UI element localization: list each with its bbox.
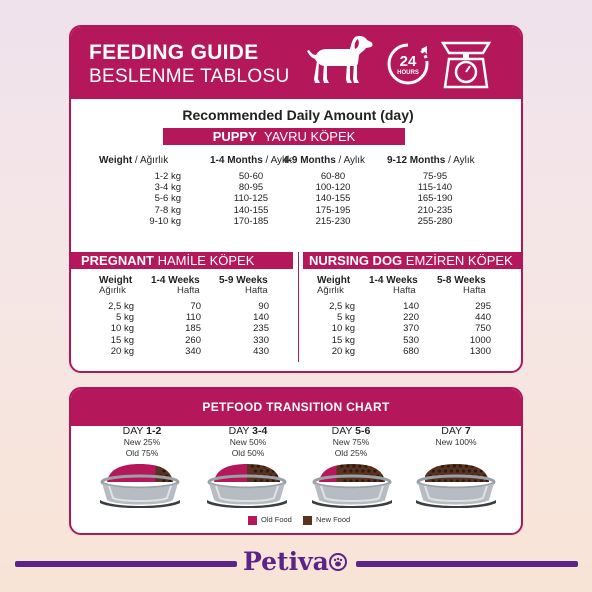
bowl-shine	[424, 485, 488, 502]
bowl-base	[416, 500, 496, 508]
legend-old-food: Old Food	[248, 515, 292, 525]
bowl-day-3-4	[207, 464, 287, 508]
old-food-portion	[319, 464, 337, 482]
puppy-col-4-9: 4-9 Months / Aylık	[283, 155, 366, 166]
feeding-guide-card: FEEDING GUIDE BESLENME TABLOSU 24 HOURS	[69, 25, 523, 373]
new-food-swatch	[303, 515, 312, 525]
day-1-2-old: Old 75%	[125, 447, 159, 458]
feeding-guide-header: FEEDING GUIDE BESLENME TABLOSU 24 HOURS	[71, 27, 521, 99]
dog-icon	[307, 36, 373, 83]
brand-line-left	[15, 561, 237, 567]
day-5-6: DAY 5-6 New 75% Old 25%	[306, 425, 396, 458]
bowl-day-7	[416, 464, 496, 508]
day-1-2-label: DAY 1-2	[122, 425, 162, 437]
legend-new-food: New Food	[303, 515, 350, 525]
puppy-title-bold: PUPPY	[212, 129, 257, 144]
transition-chart-card: PETFOOD TRANSITION CHART	[69, 387, 523, 535]
hours-number: 24	[400, 53, 417, 70]
brand-logo: Petiva	[243, 547, 347, 576]
bowl-shine	[215, 485, 279, 502]
transition-chart-title: PETFOOD TRANSITION CHART	[71, 389, 521, 426]
nursing-band: NURSING DOG EMZİREN KÖPEK	[303, 252, 521, 269]
puppy-1-4-values: 50-60 80-95 110-125 140-155 170-185	[233, 171, 269, 227]
bowl-base	[100, 500, 180, 508]
bowl-rim	[416, 474, 496, 490]
bowl-rim	[100, 474, 180, 490]
day-3-4-label: DAY 3-4	[228, 425, 268, 437]
bowl-day-5-6	[312, 464, 392, 508]
pregnant-col-1-4: 1-4 Weeks	[151, 275, 200, 286]
nursing-col-weight-sub: Ağırlık	[317, 285, 344, 296]
scale-icon	[440, 41, 492, 89]
section-divider	[298, 252, 299, 362]
puppy-band: PUPPY YAVRU KÖPEK	[163, 128, 405, 145]
old-food-swatch	[248, 515, 257, 525]
pregnant-1-4-values: 70 110 185 260 340	[185, 301, 201, 357]
day-5-6-new: New 75%	[332, 437, 370, 447]
hours-label: HOURS	[397, 70, 419, 76]
puppy-col-1-4: 1-4 Months / Aylık	[210, 155, 293, 166]
nursing-col-1-4-sub: Hafta	[393, 285, 416, 296]
pregnant-title-bold: PREGNANT	[81, 253, 154, 268]
bowl-day-1-2	[100, 464, 180, 508]
pregnant-col-5-9-sub: Hafta	[245, 285, 268, 296]
pregnant-col-5-9: 5-9 Weeks	[219, 275, 268, 286]
nursing-col-weight: Weight	[317, 275, 351, 286]
bowl-shine	[320, 485, 384, 502]
pregnant-col-weight: Weight	[99, 275, 133, 286]
day-7-label: DAY 7	[441, 425, 471, 437]
puppy-col-9-12: 9-12 Months / Aylık	[387, 155, 475, 166]
recommended-title: Recommended Daily Amount (day)	[182, 107, 414, 123]
bowl-rim	[312, 474, 392, 490]
nursing-title-rest: EMZİREN KÖPEK	[405, 253, 513, 268]
bowl-base	[207, 500, 287, 508]
brand-line-right	[356, 561, 578, 567]
puppy-4-9-values: 60-80 100-120 140-155 175-195 215-230	[315, 171, 351, 227]
pregnant-weights: 2,5 kg 5 kg 10 kg 15 kg 20 kg	[108, 301, 134, 357]
bowl-base	[312, 500, 392, 508]
day-1-2: DAY 1-2 New 25% Old 75%	[97, 425, 187, 458]
day-7: DAY 7 New 100%	[411, 425, 501, 448]
24-hours-icon: 24 HOURS	[387, 43, 429, 85]
bowl-rim	[207, 474, 287, 490]
nursing-5-8-values: 295 440 750 1000 1300	[469, 301, 491, 357]
puppy-col-weight: Weight / Ağırlık	[99, 155, 169, 166]
day-5-6-old: Old 25%	[334, 447, 368, 458]
day-5-6-label: DAY 5-6	[331, 425, 371, 437]
puppy-weights: 1-2 kg 3-4 kg 5-6 kg 7-8 kg 9-10 kg	[149, 171, 181, 227]
pregnant-col-1-4-sub: Hafta	[177, 285, 200, 296]
day-3-4: DAY 3-4 New 50% Old 50%	[203, 425, 293, 458]
day-1-2-new: New 25%	[123, 437, 161, 447]
pregnant-band: PREGNANT HAMİLE KÖPEK	[71, 252, 293, 269]
day-7-new: New 100%	[435, 437, 477, 447]
pregnant-title-rest: HAMİLE KÖPEK	[157, 253, 255, 268]
nursing-col-5-8-sub: Hafta	[463, 285, 486, 296]
day-3-4-new: New 50%	[229, 437, 267, 447]
puppy-title-rest: YAVRU KÖPEK	[264, 129, 356, 144]
nursing-col-1-4: 1-4 Weeks	[369, 275, 418, 286]
bowl-shine	[108, 485, 172, 502]
paw-icon	[328, 553, 347, 571]
nursing-1-4-values: 140 220 370 530 680	[403, 301, 419, 357]
nursing-col-5-8: 5-8 Weeks	[437, 275, 486, 286]
feeding-guide-subtitle: BESLENME TABLOSU	[89, 66, 290, 87]
day-3-4-old: Old 50%	[231, 447, 265, 458]
new-food-portion	[155, 464, 173, 482]
pregnant-5-9-values: 90 140 235 330 430	[253, 301, 269, 357]
feeding-guide-title: FEEDING GUIDE	[89, 41, 259, 64]
pregnant-col-weight-sub: Ağırlık	[99, 285, 126, 296]
puppy-9-12-values: 75-95 115-140 165-190 210-235 255-280	[417, 171, 453, 227]
nursing-title-bold: NURSING DOG	[309, 253, 403, 268]
nursing-weights: 2,5 kg 5 kg 10 kg 15 kg 20 kg	[329, 301, 355, 357]
